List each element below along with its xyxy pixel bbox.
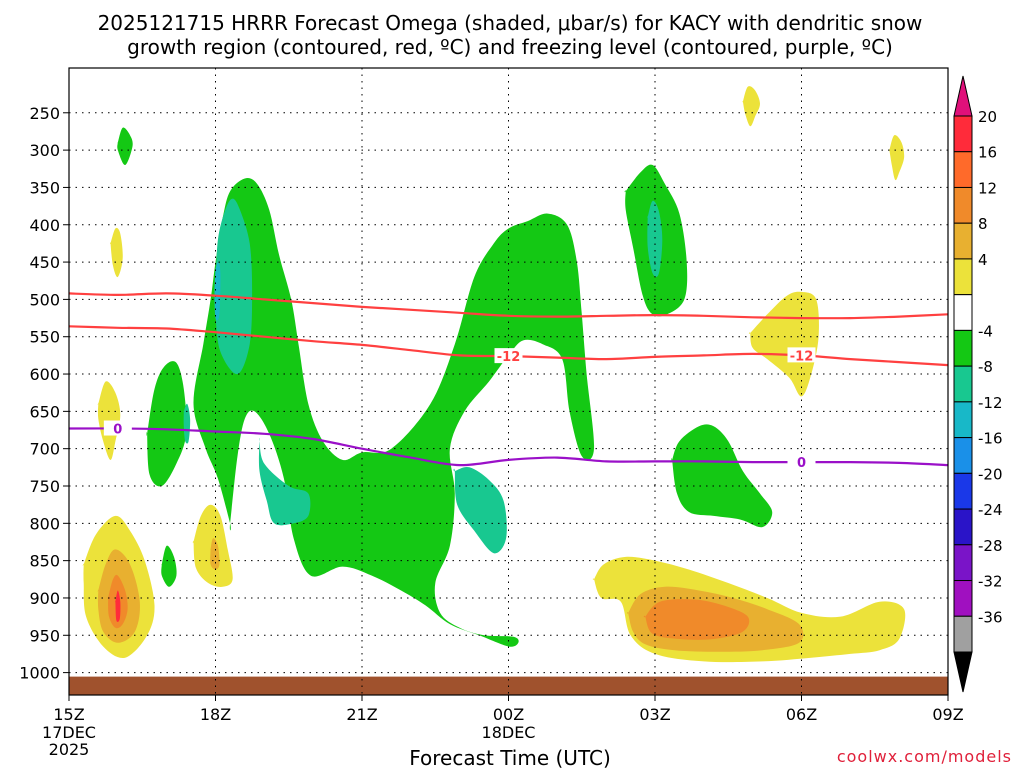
- colorbar-segment-6: [953, 329, 973, 367]
- colorbar-label-11: -28: [978, 537, 1003, 555]
- y-tick-label-800: 800: [29, 514, 60, 533]
- colorbar-segment-14: [953, 615, 973, 653]
- pressure-axis: 250 300 350 400 450 500 550 600 650 700 750 800 850 9…: [19, 104, 69, 683]
- freezing-label-1: 0: [113, 423, 122, 438]
- y-tick-label-500: 500: [29, 290, 60, 309]
- dgz-label-1-bg: [494, 348, 523, 364]
- y-tick-label-900: 900: [29, 589, 60, 608]
- y-tick-label-350: 350: [29, 178, 60, 197]
- colorbar-label-0: 20: [978, 108, 997, 126]
- omega-region-green-1: [146, 361, 187, 487]
- colorbar-segment-13: [953, 580, 973, 617]
- y-tick-label-600: 600: [29, 365, 60, 384]
- y-tick-label-300: 300: [29, 141, 60, 160]
- omega-shading: [82, 86, 906, 663]
- y-tick-label-550: 550: [29, 328, 60, 347]
- colorbar-label-5: -4: [978, 322, 993, 340]
- temperature-contours: -12 -12 0 0: [68, 292, 949, 471]
- omega-region-gold-19: [210, 538, 220, 570]
- colorbar-segment-2: [953, 186, 973, 224]
- chart-title-line-2: growth region (contoured, red, ºC) and f…: [127, 35, 893, 59]
- colorbar-label-7: -12: [978, 394, 1003, 412]
- y-tick-label-700: 700: [29, 440, 60, 459]
- colorbar-label-4: 4: [978, 251, 988, 269]
- colorbar-top-arrow: [953, 75, 973, 117]
- colorbar-label-1: 16: [978, 144, 997, 162]
- colorbar-segment-10: [953, 472, 973, 510]
- freezing-label-2-bg: [787, 454, 816, 470]
- x-tick-label-03Z: 03Z: [639, 705, 670, 724]
- x-tick-label-18Z: 18Z: [200, 705, 231, 724]
- colorbar-label-9: -20: [978, 465, 1003, 483]
- colorbar-segment-12: [953, 544, 973, 582]
- y-tick-label-400: 400: [29, 216, 60, 235]
- y-tick-label-750: 750: [29, 477, 60, 496]
- omega-region-teal-9: [453, 467, 507, 554]
- omega-region-yellow-13: [110, 227, 123, 278]
- colorbar-label-10: -24: [978, 501, 1003, 519]
- colorbar-bottom-arrow: [953, 651, 973, 693]
- y-tick-label-1000: 1000: [19, 664, 60, 683]
- dgz-label-2-bg: [787, 347, 816, 363]
- freezing-label-2: 0: [797, 456, 806, 471]
- colorbar-label-8: -16: [978, 430, 1003, 448]
- x-tick-date-15Z: 17DEC: [42, 723, 96, 742]
- colorbar-segment-5: [953, 294, 973, 331]
- colorbar-segment-1: [953, 151, 973, 188]
- omega-region-green-2: [117, 127, 133, 166]
- chart-title-line-1: 2025121715 HRRR Forecast Omega (shaded, …: [98, 11, 923, 35]
- omega-region-teal-7: [183, 403, 191, 444]
- x-tick-label-09Z: 09Z: [932, 705, 963, 724]
- colorbar-segment-9: [953, 437, 973, 474]
- omega-region-orange-25: [643, 599, 750, 640]
- credit-text: coolwx.com/models: [837, 747, 1012, 766]
- x-tick-date-00Z: 18DEC: [482, 723, 536, 742]
- y-tick-label-250: 250: [29, 104, 60, 123]
- colorbar-segment-8: [953, 401, 973, 439]
- colorbar-label-13: -36: [978, 608, 1003, 626]
- colorbar-segment-7: [953, 365, 973, 403]
- omega-region-yellow-22: [748, 291, 819, 397]
- y-tick-label-850: 850: [29, 552, 60, 571]
- x-tick-label-00Z: 00Z: [493, 705, 524, 724]
- colorbar-segment-3: [953, 222, 973, 260]
- colorbar-segment-0: [953, 115, 973, 153]
- y-tick-label-650: 650: [29, 402, 60, 421]
- x-axis-label: Forecast Time (UTC): [409, 746, 611, 768]
- omega-region-yellow-21: [888, 134, 905, 181]
- x-tick-label-21Z: 21Z: [346, 705, 377, 724]
- colorbar-segment-4: [953, 258, 973, 296]
- colorbar: 20 16 12 8 4 -4 -8 -12 -16 -20 -24 -28 -32 -36: [953, 75, 1003, 693]
- omega-region-teal-6: [215, 198, 253, 375]
- x-tick-label-06Z: 06Z: [786, 705, 817, 724]
- dgz-upper-contour: [68, 292, 949, 320]
- colorbar-label-6: -8: [978, 358, 993, 376]
- y-tick-label-950: 950: [29, 626, 60, 645]
- colorbar-label-12: -32: [978, 573, 1003, 591]
- dgz-label-1: -12: [497, 350, 521, 365]
- omega-region-red-17: [115, 590, 121, 622]
- omega-region-yellow-20: [742, 86, 760, 127]
- omega-region-green-5: [671, 424, 773, 528]
- omega-region-teal-10: [647, 200, 663, 278]
- omega-region-green-0: [193, 178, 595, 647]
- freezing-label-1-bg: [103, 420, 132, 436]
- omega-region-teal-8: [258, 437, 311, 526]
- omega-region-green-3: [161, 545, 177, 587]
- x-tick-year-15Z: 2025: [49, 740, 90, 759]
- colorbar-segment-11: [953, 508, 973, 546]
- dgz-label-2: -12: [790, 349, 814, 364]
- y-tick-label-450: 450: [29, 253, 60, 272]
- colorbar-label-2: 12: [978, 179, 997, 197]
- x-tick-label-15Z: 15Z: [53, 705, 84, 724]
- colorbar-label-3: 8: [978, 215, 988, 233]
